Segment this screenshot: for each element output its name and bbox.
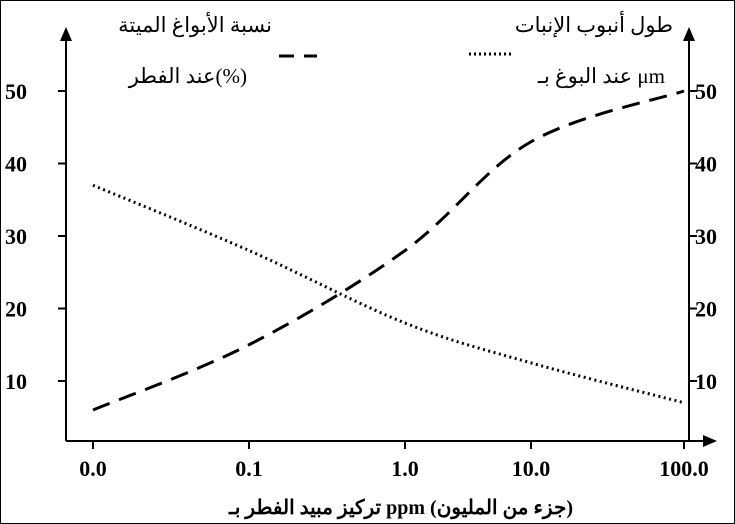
left-y-axis-arrow bbox=[60, 27, 72, 41]
x-tick-label-0: 0.0 bbox=[79, 456, 107, 481]
tick-marks bbox=[58, 90, 697, 449]
right-y-axis-arrow bbox=[683, 27, 695, 41]
left-y-tick-label-1: 20 bbox=[5, 297, 27, 322]
x-tick-label-2: 1.0 bbox=[391, 456, 419, 481]
left-y-tick-label-2: 30 bbox=[5, 224, 27, 249]
x-axis-title: تركيز مبيد الفطر بـ ppm (جزء من المليون) bbox=[228, 497, 573, 520]
x-axis-arrow bbox=[703, 435, 717, 447]
series-lines bbox=[92, 89, 685, 412]
left-y-tick-label-3: 40 bbox=[5, 152, 27, 177]
right-y-tick-label-3: 40 bbox=[695, 152, 717, 177]
left-y-tick-label-4: 50 bbox=[5, 79, 27, 104]
left-y-tick-label-0: 10 bbox=[5, 369, 27, 394]
x-tick-label-3: 10.0 bbox=[512, 456, 551, 481]
x-tick-label-4: 100.0 bbox=[659, 456, 709, 481]
right-axis-label-line2: عند البوغ بـ μm bbox=[537, 64, 665, 89]
right-y-tick-label-4: 50 bbox=[695, 79, 717, 104]
left-axis-label-line1: نسبة الأبواغ الميتة bbox=[118, 11, 272, 38]
tick-labels: 0.0 0.1 1.0 10.0 100.0 10 20 30 40 50 10 20 30 40 50 bbox=[5, 79, 717, 481]
series-line-germ-tube-length bbox=[92, 183, 685, 405]
right-axis-label-line1: طول أنبوب الإنبات bbox=[515, 10, 673, 38]
series-line-dead-spores bbox=[92, 89, 685, 412]
right-y-tick-label-2: 30 bbox=[695, 224, 717, 249]
left-axis-label-line2: عند الفطر(%) bbox=[128, 64, 247, 89]
right-y-tick-label-1: 20 bbox=[695, 297, 717, 322]
right-y-tick-label-0: 10 bbox=[695, 369, 717, 394]
x-tick-label-1: 0.1 bbox=[235, 456, 263, 481]
